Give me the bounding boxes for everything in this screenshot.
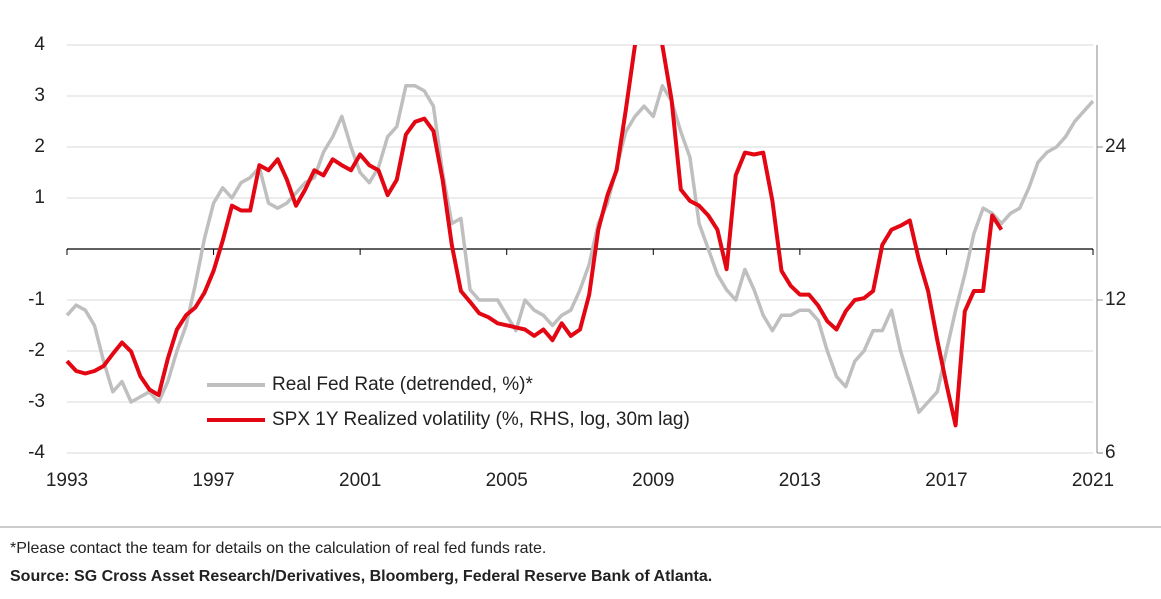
y-tick-label: -4	[28, 442, 45, 463]
series-line	[65, 84, 1095, 414]
legend-label: SPX 1Y Realized volatility (%, RHS, log,…	[272, 409, 690, 430]
x-tick-label: 2013	[779, 470, 821, 491]
y-tick-label: -1	[28, 289, 45, 310]
y2-tick-label: 24	[1105, 136, 1127, 157]
x-tick-label: 2005	[486, 470, 528, 491]
footnote: *Please contact the team for details on …	[10, 540, 546, 557]
x-tick-label: 2009	[632, 470, 674, 491]
x-tick-label: 2001	[339, 470, 381, 491]
y2-tick-label: 12	[1105, 289, 1126, 310]
y-tick-label: 1	[34, 187, 45, 208]
x-tick-label: 1993	[46, 470, 88, 491]
x-tick-label: 2017	[925, 470, 967, 491]
series-line	[65, 45, 1004, 428]
y2-tick-label: 6	[1105, 442, 1116, 463]
y-tick-label: 4	[34, 34, 45, 55]
y-tick-label: 2	[34, 136, 45, 157]
x-tick-label: 2021	[1072, 470, 1114, 491]
y-tick-label: -2	[28, 340, 45, 361]
y-tick-label: 3	[34, 85, 45, 106]
x-tick-label: 1997	[192, 470, 234, 491]
source: Source: SG Cross Asset Research/Derivati…	[10, 568, 712, 585]
plot-area	[65, 45, 1095, 428]
legend-label: Real Fed Rate (detrended, %)*	[272, 374, 533, 395]
y-tick-label: -3	[28, 391, 45, 412]
